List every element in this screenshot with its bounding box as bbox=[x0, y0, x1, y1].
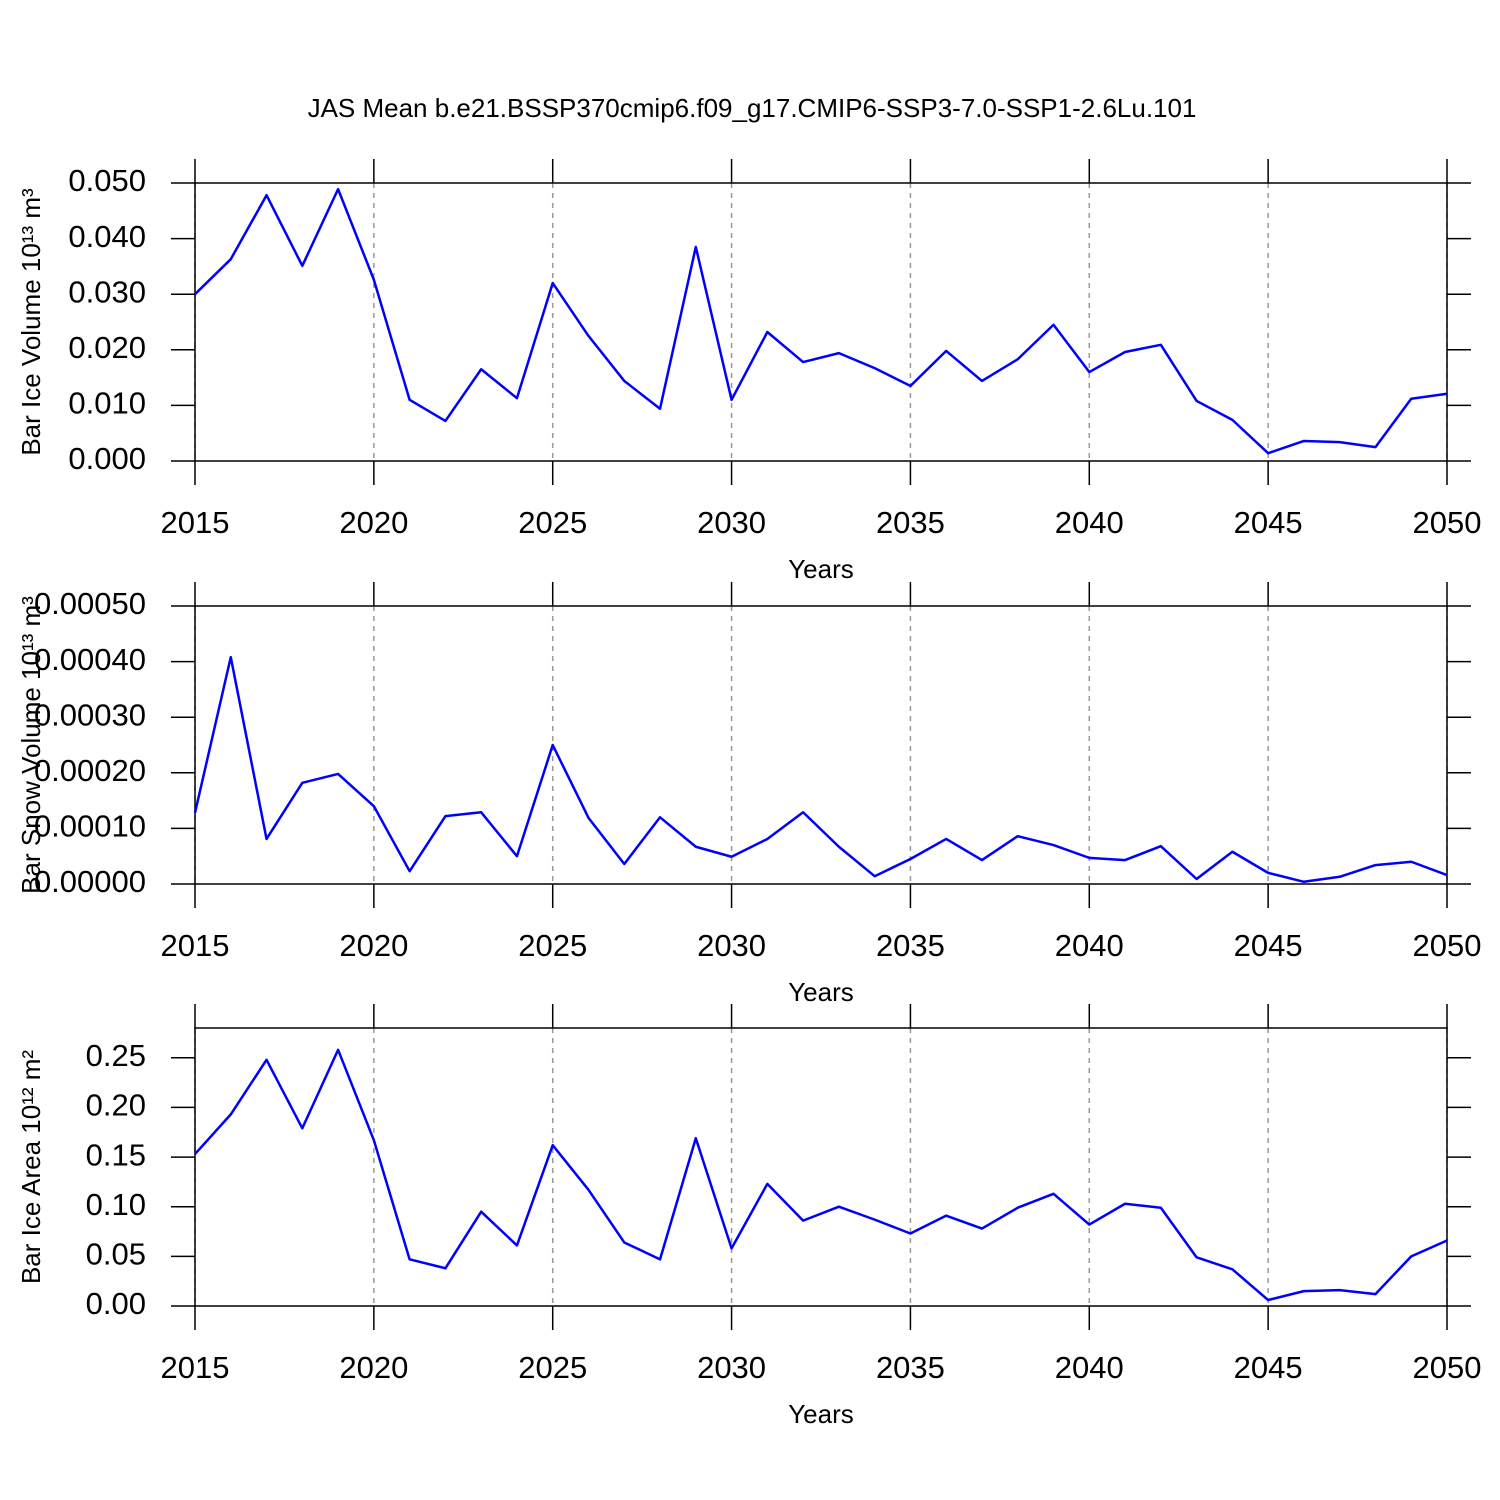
x-tick-label: 2035 bbox=[876, 505, 945, 540]
y-axis-label: Bar Snow Volume 10¹³ m³ bbox=[16, 596, 46, 894]
x-axis-label: Years bbox=[788, 1399, 854, 1429]
data-line bbox=[193, 655, 1448, 884]
y-tick-label: 0.00000 bbox=[34, 864, 146, 899]
x-tick-label: 2025 bbox=[518, 505, 587, 540]
x-tick-label: 2040 bbox=[1055, 505, 1124, 540]
x-tick-label: 2020 bbox=[339, 928, 408, 963]
x-tick-label: 2020 bbox=[339, 505, 408, 540]
x-tick-label: 2035 bbox=[876, 1350, 945, 1385]
y-tick-label: 0.00030 bbox=[34, 697, 146, 732]
x-tick-label: 2050 bbox=[1413, 505, 1482, 540]
y-tick-label: 0.00050 bbox=[34, 586, 146, 621]
x-tick-label: 2030 bbox=[697, 928, 766, 963]
x-tick-label: 2045 bbox=[1234, 928, 1303, 963]
y-tick-label: 0.00010 bbox=[34, 809, 146, 844]
x-tick-label: 2020 bbox=[339, 1350, 408, 1385]
x-tick-label: 2050 bbox=[1413, 1350, 1482, 1385]
y-tick-label: 0.020 bbox=[68, 330, 146, 365]
x-tick-label: 2035 bbox=[876, 928, 945, 963]
y-axis-label: Bar Ice Volume 10¹³ m³ bbox=[16, 188, 46, 456]
x-tick-label: 2045 bbox=[1234, 505, 1303, 540]
y-tick-label: 0.010 bbox=[68, 386, 146, 421]
x-tick-label: 2030 bbox=[697, 1350, 766, 1385]
x-tick-label: 2025 bbox=[518, 1350, 587, 1385]
x-tick-label: 2015 bbox=[161, 928, 230, 963]
x-tick-label: 2015 bbox=[161, 1350, 230, 1385]
plot-frame bbox=[194, 182, 1448, 462]
x-tick-label: 2030 bbox=[697, 505, 766, 540]
y-tick-label: 0.20 bbox=[86, 1088, 146, 1123]
y-tick-label: 0.00 bbox=[86, 1286, 146, 1321]
y-axis-label: Bar Ice Area 10¹² m² bbox=[16, 1050, 46, 1284]
y-tick-label: 0.050 bbox=[68, 163, 146, 198]
plot-frame bbox=[194, 1027, 1448, 1307]
x-tick-label: 2040 bbox=[1055, 928, 1124, 963]
y-tick-label: 0.10 bbox=[86, 1187, 146, 1222]
chart-title: JAS Mean b.e21.BSSP370cmip6.f09_g17.CMIP… bbox=[308, 93, 1197, 123]
y-tick-label: 0.15 bbox=[86, 1137, 146, 1172]
y-tick-label: 0.00020 bbox=[34, 753, 146, 788]
y-tick-label: 0.040 bbox=[68, 219, 146, 254]
data-line bbox=[194, 187, 1448, 455]
x-tick-label: 2045 bbox=[1234, 1350, 1303, 1385]
y-tick-label: 0.25 bbox=[86, 1038, 146, 1073]
plot-frame bbox=[194, 605, 1448, 885]
x-axis-label: Years bbox=[788, 977, 854, 1007]
x-tick-label: 2015 bbox=[161, 505, 230, 540]
y-tick-label: 0.05 bbox=[86, 1237, 146, 1272]
y-tick-label: 0.00040 bbox=[34, 642, 146, 677]
x-tick-label: 2040 bbox=[1055, 1350, 1124, 1385]
y-tick-label: 0.000 bbox=[68, 441, 146, 476]
y-tick-label: 0.030 bbox=[68, 274, 146, 309]
x-tick-label: 2050 bbox=[1413, 928, 1482, 963]
x-axis-label: Years bbox=[788, 554, 854, 584]
x-tick-label: 2025 bbox=[518, 928, 587, 963]
data-line bbox=[194, 1048, 1448, 1302]
